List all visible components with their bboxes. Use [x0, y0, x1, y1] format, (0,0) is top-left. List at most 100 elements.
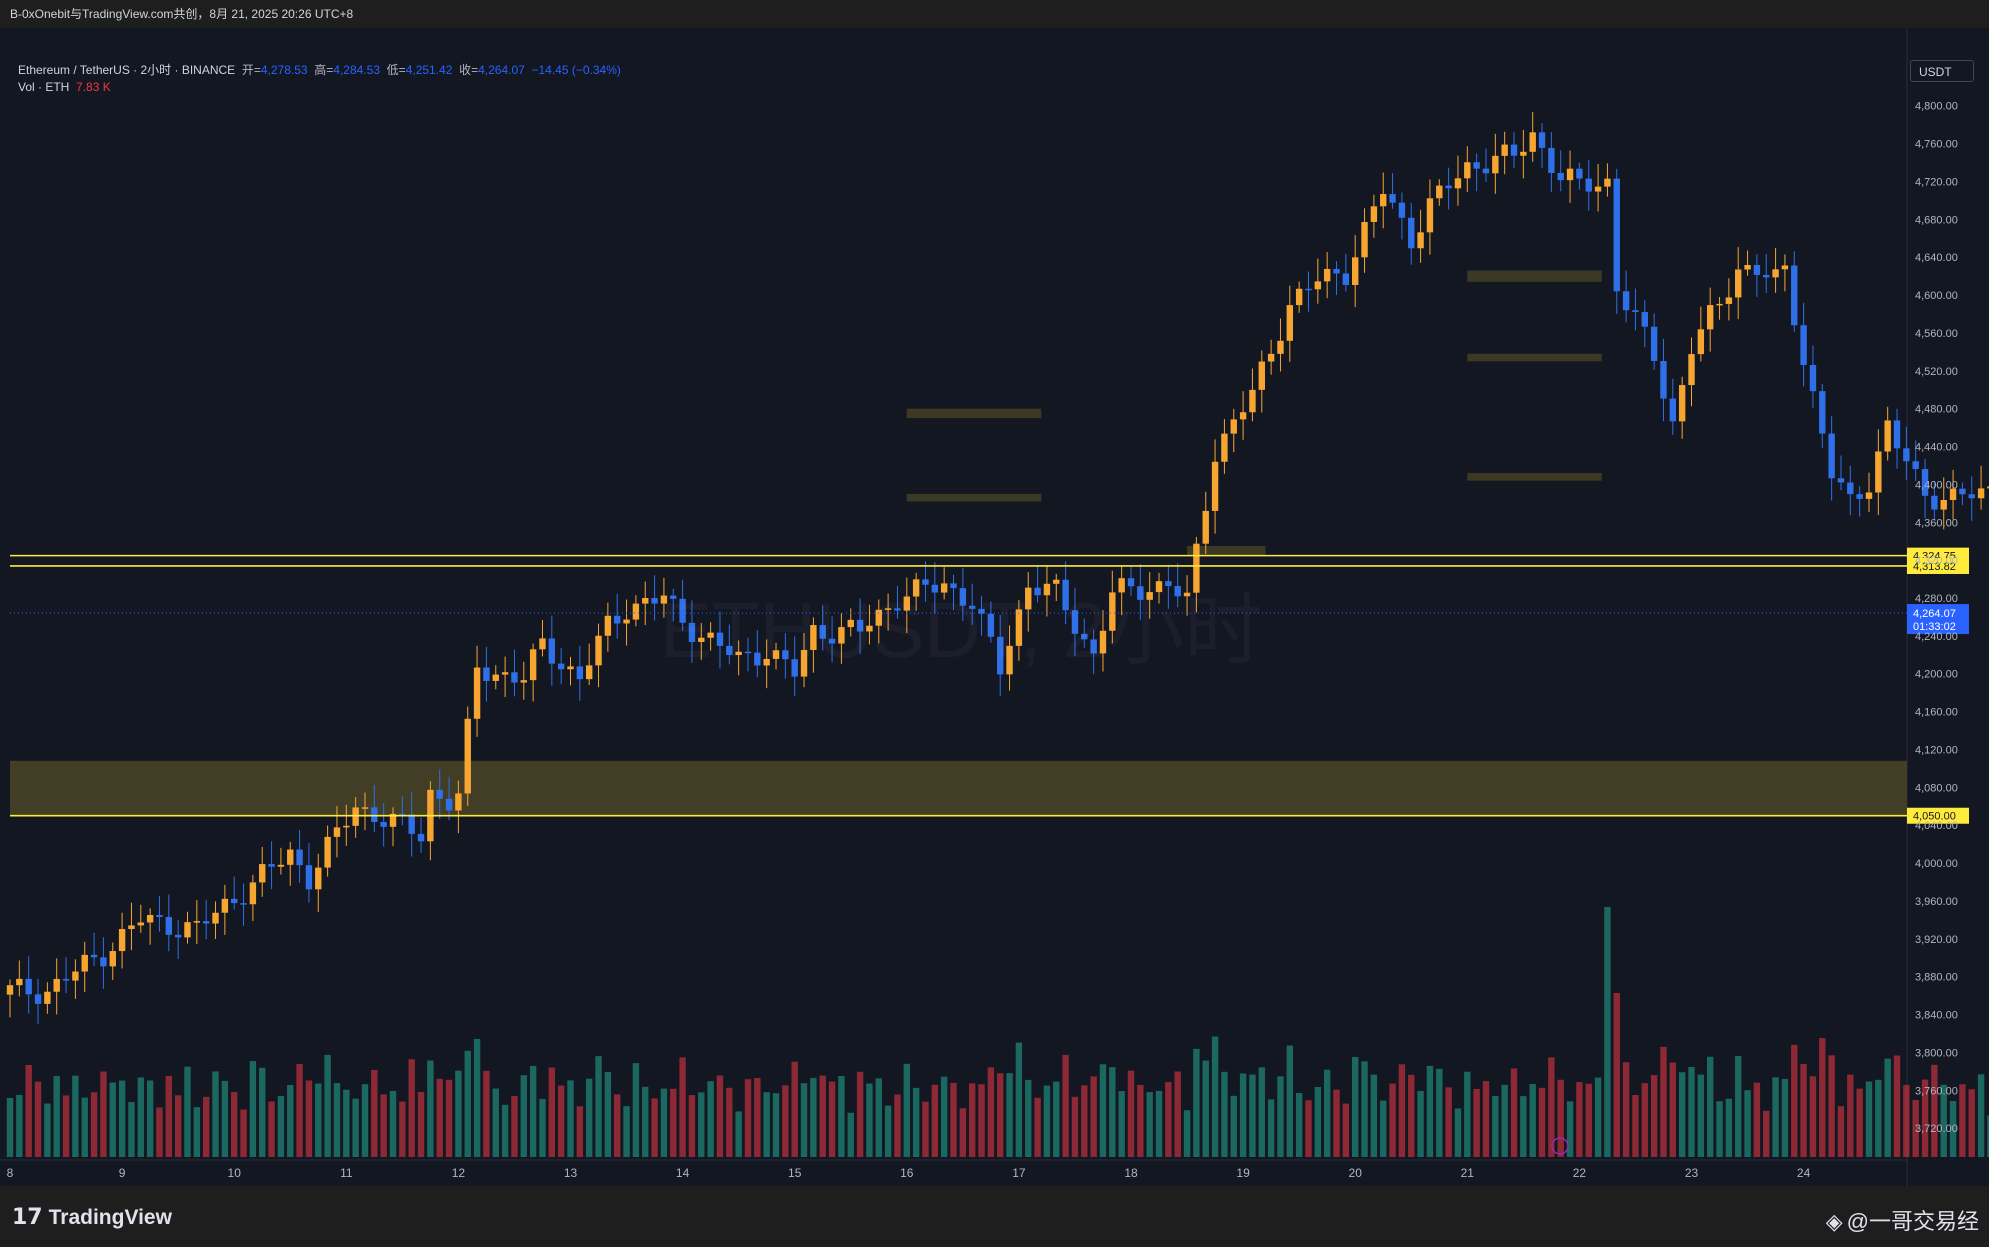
candle-body [884, 608, 892, 610]
price-axis-tick-label: 4,400.00 [1915, 479, 1958, 491]
candle-body [1520, 151, 1527, 156]
candle-body [1510, 144, 1518, 156]
volume-bar [1781, 1078, 1789, 1157]
candle-body [1529, 132, 1536, 152]
candle-body [174, 934, 182, 938]
legend-symbol[interactable]: Ethereum / TetherUS · 2小时 · BINANCE [18, 63, 236, 77]
candle-body [1566, 168, 1574, 181]
candle-body [72, 971, 79, 981]
volume-bar [1109, 1067, 1116, 1157]
volume-bar [1202, 1060, 1209, 1157]
volume-bar [1174, 1071, 1181, 1157]
candle-body [16, 978, 23, 986]
time-axis-tick-label: 17 [1012, 1166, 1026, 1180]
candle-body [1258, 361, 1265, 390]
chart-area[interactable]: 4,324.75 4,313.82 4,050.00 4,264.07 01:33:02… [0, 28, 1989, 1186]
candle-body [1398, 202, 1406, 218]
current-price-label: 4,264.07 [1913, 608, 1956, 620]
price-axis-tick-label: 3,800.00 [1915, 1047, 1958, 1059]
time-axis-tick-label: 9 [119, 1166, 126, 1180]
candle-body [707, 632, 714, 638]
volume-bar [604, 1071, 612, 1157]
volume-bar [1669, 1062, 1677, 1157]
candle-body [1576, 168, 1583, 179]
tradingview-logo[interactable]: 𝟭𝟳 TradingView [12, 1204, 172, 1230]
supply-demand-zone-3 [1467, 270, 1602, 282]
volume-bar [1585, 1083, 1592, 1157]
candle-body [557, 663, 565, 670]
volume-bar [1408, 1074, 1415, 1157]
candle-body [1464, 162, 1471, 179]
candle-body [473, 667, 481, 719]
price-axis-tick-label: 4,480.00 [1915, 404, 1958, 416]
candle-body [361, 807, 369, 809]
candle-body [53, 978, 60, 992]
candle-body [856, 619, 864, 632]
volume-bar [268, 1101, 275, 1157]
volume-bar [16, 1094, 23, 1157]
volume-bar [987, 1067, 995, 1157]
currency-unit-button[interactable]: USDT [1910, 60, 1974, 82]
volume-bar [1267, 1099, 1275, 1157]
candle-body [259, 864, 266, 883]
volume-bar [333, 1083, 341, 1157]
level-price-label: 4,050.00 [1913, 811, 1956, 823]
volume-bar [1940, 1084, 1947, 1157]
volume-bar [707, 1081, 714, 1157]
candle-body [128, 925, 135, 930]
volume-bar [417, 1091, 425, 1157]
volume-bar [1183, 1110, 1191, 1157]
candlestick-chart[interactable]: 4,324.754,313.824,050.004,264.0701:33:02… [0, 28, 1989, 1186]
candle-body [1137, 586, 1144, 600]
volume-bar [436, 1078, 443, 1157]
volume-bar [1211, 1036, 1219, 1157]
candle-body [343, 825, 350, 828]
candle-body [585, 665, 593, 680]
candle-body [1688, 354, 1695, 386]
price-axis-tick-label: 4,560.00 [1915, 328, 1958, 340]
candle-body [137, 922, 144, 926]
volume-bar [1856, 1088, 1863, 1157]
candle-body [903, 596, 910, 611]
volume-bar [1987, 1115, 1989, 1157]
price-axis-tick-label: 4,040.00 [1915, 820, 1958, 832]
volume-bar [408, 1059, 415, 1157]
candle-body [838, 627, 845, 644]
candle-body [1380, 194, 1387, 207]
candle-body [1912, 461, 1919, 470]
volume-bar [1819, 1038, 1826, 1157]
volume-bar [1081, 1085, 1088, 1157]
candle-body [642, 597, 649, 604]
candle-body [1165, 581, 1172, 587]
candle-body [1492, 155, 1499, 174]
candle-body [894, 608, 901, 611]
candle-body [1819, 391, 1826, 434]
legend-volume-label[interactable]: Vol · ETH [18, 80, 70, 94]
candle-body [968, 605, 976, 609]
volume-bar [1538, 1087, 1546, 1157]
candle-body [1772, 269, 1779, 278]
volume-bar [1688, 1067, 1695, 1157]
candle-body [1949, 488, 1957, 500]
candle-body [492, 674, 499, 681]
candle-body [62, 978, 70, 981]
candle-body [1417, 232, 1424, 249]
candle-body [735, 651, 742, 656]
candle-body [1025, 587, 1032, 610]
volume-bar [1239, 1073, 1247, 1157]
volume-bar [464, 1050, 471, 1157]
volume-bar [632, 1063, 640, 1157]
candle-body [1641, 312, 1648, 327]
candle-body [1847, 482, 1854, 495]
volume-bar [1921, 1079, 1929, 1157]
candle-body [1781, 265, 1789, 270]
candle-body [623, 619, 630, 624]
price-axis-tick-label: 4,080.00 [1915, 782, 1958, 794]
candle-body [249, 882, 257, 905]
lightning-icon[interactable] [1551, 1137, 1569, 1155]
candle-body [1146, 592, 1153, 600]
candle-body [305, 865, 313, 890]
candle-body [1931, 495, 1938, 510]
volume-bar [1678, 1072, 1686, 1157]
volume-bar [6, 1098, 14, 1157]
